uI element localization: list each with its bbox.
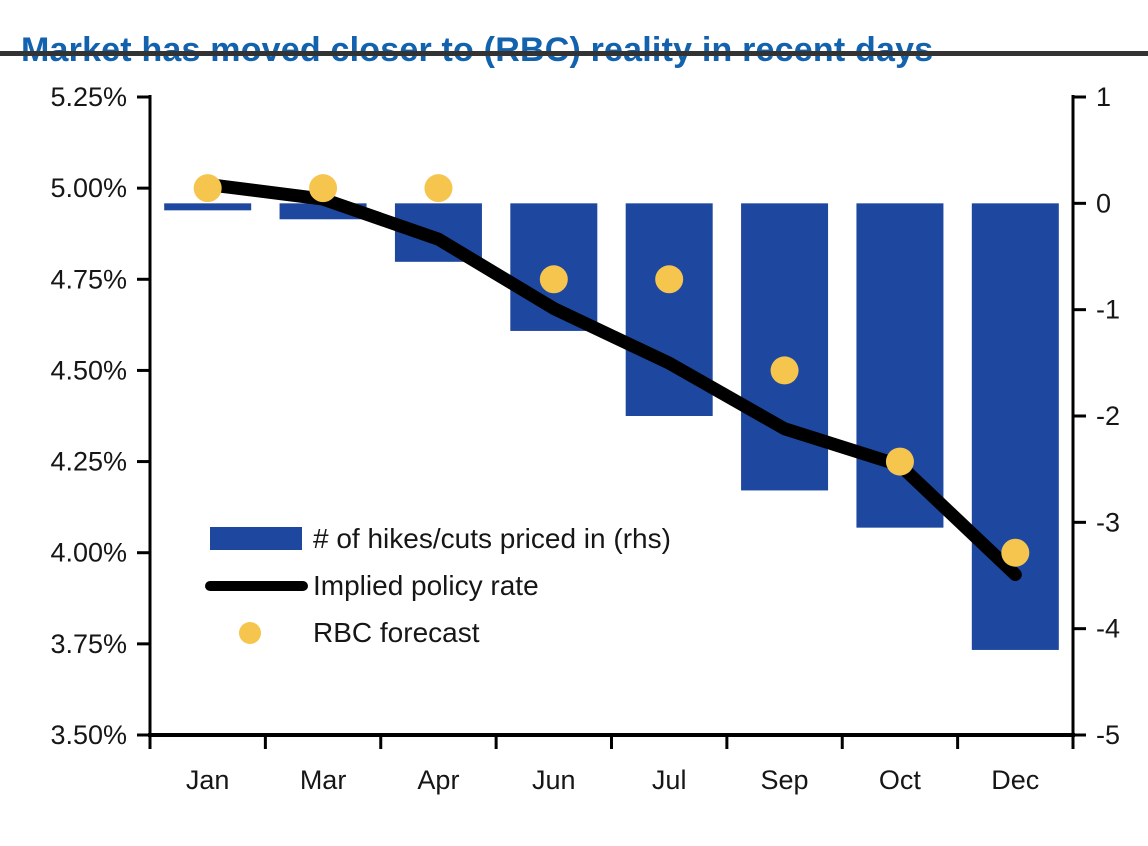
line-swatch bbox=[205, 580, 308, 591]
x-axis-label-Oct: Oct bbox=[879, 765, 922, 795]
left-axis-tick-label: 5.25% bbox=[50, 82, 127, 112]
rbc-forecast-dot-Apr bbox=[424, 174, 453, 203]
x-axis-label-Sep: Sep bbox=[761, 765, 809, 795]
left-axis-tick-label: 5.00% bbox=[50, 173, 127, 203]
legend-swatch-cell bbox=[205, 621, 313, 644]
left-axis-tick-label: 4.25% bbox=[50, 447, 127, 477]
implied-policy-rate-line bbox=[201, 177, 1022, 582]
right-axis-tick-label: -5 bbox=[1096, 720, 1120, 750]
bar-Dec bbox=[971, 203, 1059, 650]
rbc-forecast-dot-Jan bbox=[193, 174, 222, 203]
legend-item-line: Implied policy rate bbox=[205, 562, 671, 609]
left-axis-tick-label: 4.50% bbox=[50, 355, 127, 385]
legend-label-bars: # of hikes/cuts priced in (rhs) bbox=[313, 522, 671, 554]
rbc-forecast-dot-Mar bbox=[309, 174, 338, 203]
legend-swatch-cell bbox=[205, 527, 313, 550]
legend-swatch-cell bbox=[205, 580, 313, 591]
legend-label-line: Implied policy rate bbox=[313, 569, 539, 601]
chart-title: Market has moved closer to (RBC) reality… bbox=[21, 30, 934, 69]
x-axis-label-Jan: Jan bbox=[186, 765, 230, 795]
bar-Sep bbox=[741, 203, 829, 491]
legend-item-forecast: RBC forecast bbox=[205, 609, 671, 656]
rbc-forecast-dot-Sep bbox=[770, 356, 799, 385]
right-axis-tick-label: -4 bbox=[1096, 614, 1120, 644]
bar-Jan bbox=[164, 203, 252, 211]
legend-item-bars: # of hikes/cuts priced in (rhs) bbox=[205, 515, 671, 562]
right-axis-tick-label: 1 bbox=[1096, 82, 1111, 112]
left-axis-tick-label: 3.50% bbox=[50, 720, 127, 750]
left-axis-tick-label: 4.00% bbox=[50, 538, 127, 568]
title-rule bbox=[0, 51, 1148, 56]
right-axis-tick-label: 0 bbox=[1096, 188, 1111, 218]
rbc-forecast-dot-Jul bbox=[655, 265, 684, 294]
x-axis-label-Apr: Apr bbox=[417, 765, 459, 795]
rbc-forecast-dot-Dec bbox=[1001, 538, 1030, 567]
legend: # of hikes/cuts priced in (rhs) Implied … bbox=[205, 515, 671, 656]
right-axis-tick-label: -1 bbox=[1096, 295, 1120, 325]
x-axis-label-Mar: Mar bbox=[300, 765, 347, 795]
left-axis-tick-label: 3.75% bbox=[50, 629, 127, 659]
legend-label-forecast: RBC forecast bbox=[313, 616, 480, 648]
x-axis-label-Jul: Jul bbox=[652, 765, 687, 795]
x-axis-label-Jun: Jun bbox=[532, 765, 576, 795]
bar-swatch bbox=[210, 527, 302, 550]
dot-swatch bbox=[239, 621, 261, 644]
right-axis-tick-label: -2 bbox=[1096, 401, 1120, 431]
rbc-forecast-dot-Oct bbox=[885, 447, 914, 476]
right-axis-tick-label: -3 bbox=[1096, 507, 1120, 537]
rbc-forecast-dot-Jun bbox=[539, 265, 568, 294]
bar-Oct bbox=[856, 203, 944, 528]
left-axis-tick-label: 4.75% bbox=[50, 264, 127, 294]
x-axis-label-Dec: Dec bbox=[991, 765, 1039, 795]
